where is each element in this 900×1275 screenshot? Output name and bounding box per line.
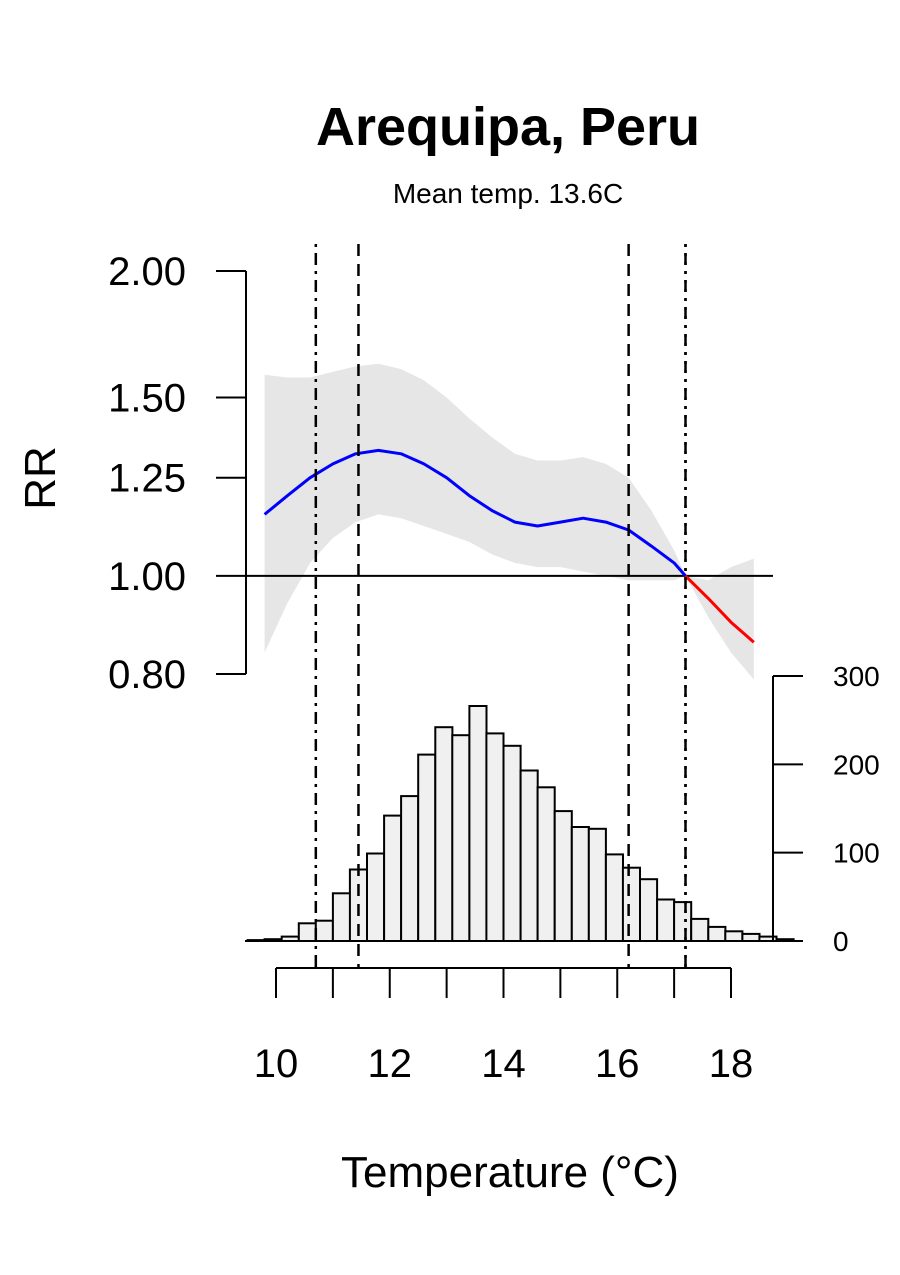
histogram-bar [434, 726, 454, 943]
histogram-bar [331, 892, 351, 942]
histogram-bar [604, 853, 625, 943]
histogram-bar [656, 898, 676, 942]
axes-layer: 0.80 1.00 1.25 1.50 2.00 0 100 200 300 10 12 14 16 18 [108, 250, 880, 1086]
histogram-bar [690, 917, 710, 943]
histogram-bar [587, 827, 607, 942]
histogram-bar [400, 795, 420, 942]
histogram-bar [314, 919, 334, 943]
x-axis-label: Temperature (°C) [341, 1148, 679, 1197]
y-tick-label: 2.00 [108, 250, 186, 294]
histogram-bar [570, 826, 590, 942]
histogram-bar [673, 901, 693, 942]
histogram-bar [707, 925, 727, 943]
confidence-band [264, 363, 754, 680]
histogram-bar [519, 769, 539, 942]
histogram-bar [724, 930, 744, 942]
y-tick-label: 0.80 [108, 653, 186, 697]
histogram-bar [639, 878, 659, 943]
histogram-bar [297, 922, 317, 942]
histogram-bar [451, 734, 471, 943]
x-tick-label: 10 [254, 1042, 299, 1086]
histogram-bar [485, 732, 505, 943]
histogram-tick-label: 100 [833, 838, 880, 869]
x-tick-label: 18 [709, 1042, 754, 1086]
histogram-bar [741, 932, 761, 943]
y-tick-label: 1.25 [108, 457, 186, 501]
x-tick-label: 14 [481, 1042, 526, 1086]
x-tick-label: 12 [368, 1042, 413, 1086]
rr-curve-layer [263, 448, 755, 644]
x-tick-label: 16 [595, 1042, 640, 1086]
y-tick-label: 1.00 [108, 555, 186, 599]
rr-curve-blue [263, 448, 687, 577]
rr-curve-red [684, 574, 755, 644]
histogram-tick-label: 200 [833, 749, 880, 780]
y-axis-label: RR [16, 446, 65, 510]
histogram-bar [366, 852, 386, 942]
chart-subtitle: Mean temp. 13.6C [393, 178, 623, 209]
histogram-bar [502, 744, 522, 942]
histogram-bar [468, 705, 488, 942]
histogram-tick-label: 0 [833, 926, 849, 957]
y-tick-label: 1.50 [108, 377, 186, 421]
histogram-layer [246, 705, 795, 943]
histogram-bar [383, 814, 403, 942]
histogram-bar [621, 866, 642, 943]
chart-title: Arequipa, Peru [316, 97, 700, 157]
threshold-lines-layer [314, 244, 687, 968]
histogram-bar [536, 786, 556, 942]
histogram-bar [417, 753, 437, 942]
histogram-tick-label: 300 [833, 661, 880, 692]
histogram-bar [553, 810, 573, 942]
confidence-band-layer [264, 363, 754, 680]
